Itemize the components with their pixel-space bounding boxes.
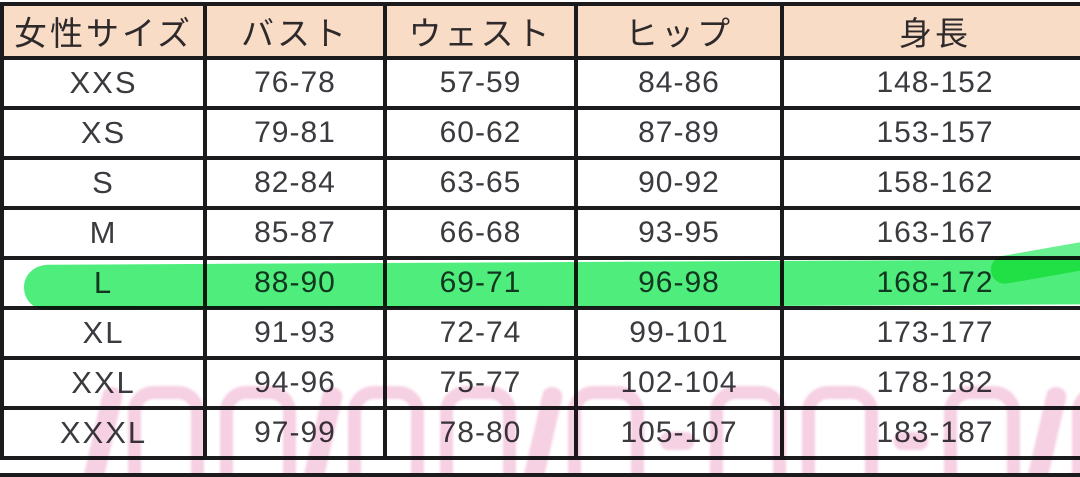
cell-height: 168-172 <box>780 256 1080 310</box>
cell-bust: 97-99 <box>203 406 387 460</box>
cell-height: 183-187 <box>780 406 1080 460</box>
size-chart-table: 女性サイズ バスト ウェスト ヒップ 身長 XXS 76-78 57-59 84… <box>0 2 1080 460</box>
cell-waist: 60-62 <box>383 106 578 160</box>
cell-waist: 78-80 <box>383 406 578 460</box>
cell-waist: 57-59 <box>383 56 578 110</box>
cell-size: XXL <box>0 356 207 410</box>
cell-size: XXXL <box>0 406 207 460</box>
cell-hip: 93-95 <box>574 206 784 260</box>
cell-size: XL <box>0 306 207 360</box>
cell-hip: 102-104 <box>574 356 784 410</box>
table-row-xl: XL 91-93 72-74 99-101 173-177 <box>0 306 1080 360</box>
cell-waist: 72-74 <box>383 306 578 360</box>
cell-height: 153-157 <box>780 106 1080 160</box>
cell-height: 178-182 <box>780 356 1080 410</box>
cell-size: L <box>0 256 207 310</box>
cell-bust: 76-78 <box>203 56 387 110</box>
header-cell-hip: ヒップ <box>574 2 784 60</box>
table-row-xxl: XXL 94-96 75-77 102-104 178-182 <box>0 356 1080 410</box>
cell-waist: 75-77 <box>383 356 578 410</box>
table-row-m: M 85-87 66-68 93-95 163-167 <box>0 206 1080 260</box>
cell-waist: 63-65 <box>383 156 578 210</box>
cell-size: S <box>0 156 207 210</box>
cell-hip: 87-89 <box>574 106 784 160</box>
cell-hip: 99-101 <box>574 306 784 360</box>
cell-height: 158-162 <box>780 156 1080 210</box>
cell-hip: 105-107 <box>574 406 784 460</box>
header-cell-height: 身長 <box>780 2 1080 60</box>
cell-height: 173-177 <box>780 306 1080 360</box>
cell-waist: 66-68 <box>383 206 578 260</box>
table-row-xxs: XXS 76-78 57-59 84-86 148-152 <box>0 56 1080 110</box>
cell-bust: 88-90 <box>203 256 387 310</box>
cell-height: 148-152 <box>780 56 1080 110</box>
cell-size: M <box>0 206 207 260</box>
cropped-bottom-border <box>0 473 1080 477</box>
table-row-xxxl: XXXL 97-99 78-80 105-107 183-187 <box>0 406 1080 460</box>
table-row-s: S 82-84 63-65 90-92 158-162 <box>0 156 1080 210</box>
cell-bust: 85-87 <box>203 206 387 260</box>
cell-bust: 91-93 <box>203 306 387 360</box>
cell-bust: 79-81 <box>203 106 387 160</box>
cell-hip: 90-92 <box>574 156 784 210</box>
header-cell-waist: ウェスト <box>383 2 578 60</box>
header-cell-size: 女性サイズ <box>0 2 207 60</box>
cell-height: 163-167 <box>780 206 1080 260</box>
cell-bust: 82-84 <box>203 156 387 210</box>
header-row: 女性サイズ バスト ウェスト ヒップ 身長 <box>0 2 1080 60</box>
header-cell-bust: バスト <box>203 2 387 60</box>
cell-hip: 96-98 <box>574 256 784 310</box>
cell-waist: 69-71 <box>383 256 578 310</box>
cell-size: XS <box>0 106 207 160</box>
cell-size: XXS <box>0 56 207 110</box>
cell-hip: 84-86 <box>574 56 784 110</box>
cell-bust: 94-96 <box>203 356 387 410</box>
table-row-l-highlighted: L 88-90 69-71 96-98 168-172 <box>0 256 1080 310</box>
table-row-xs: XS 79-81 60-62 87-89 153-157 <box>0 106 1080 160</box>
